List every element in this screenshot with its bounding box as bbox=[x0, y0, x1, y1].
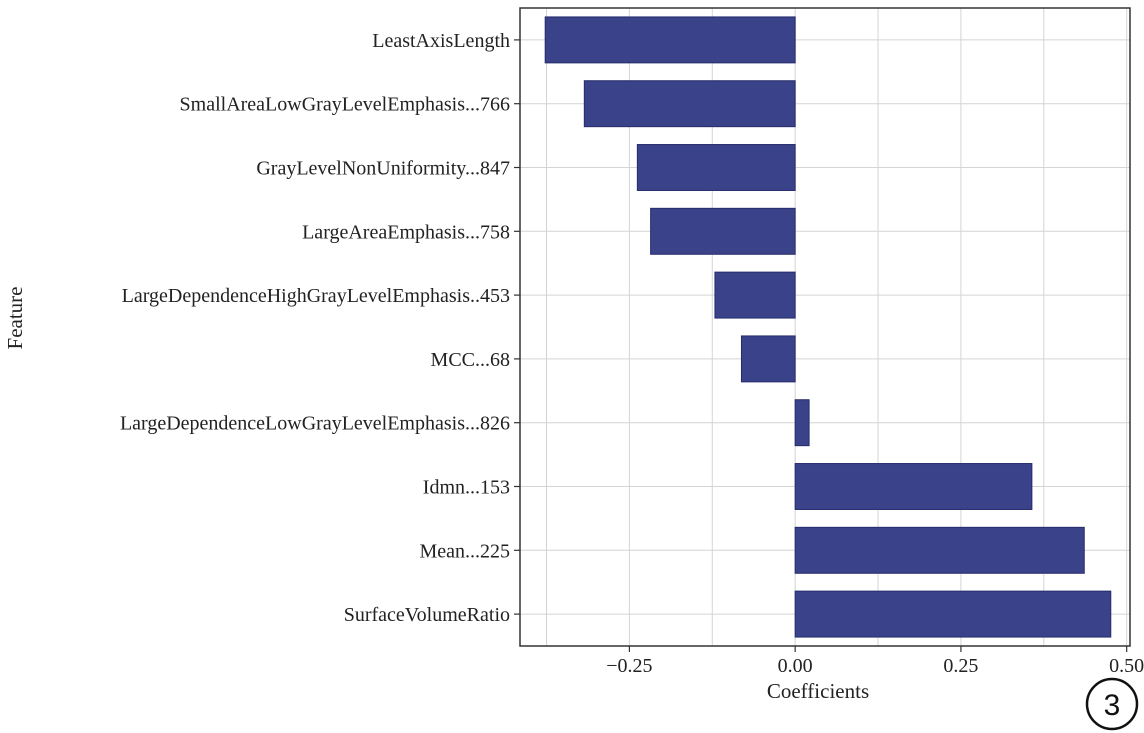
bar bbox=[544, 16, 796, 64]
plot-frame bbox=[519, 7, 1131, 647]
bar bbox=[794, 399, 810, 447]
badge-circle bbox=[1085, 677, 1139, 731]
bar bbox=[740, 335, 796, 383]
x-axis-title: Coefficients bbox=[767, 679, 869, 703]
panel-badge: 3 bbox=[1085, 677, 1139, 731]
y-tick-label: SmallAreaLowGrayLevelEmphasis...766 bbox=[180, 94, 510, 116]
bar bbox=[714, 271, 796, 319]
bar bbox=[650, 207, 796, 255]
y-tick-label: SurfaceVolumeRatio bbox=[344, 604, 510, 626]
y-tick-label: MCC...68 bbox=[431, 349, 510, 371]
y-tick-label: LargeDependenceHighGrayLevelEmphasis..45… bbox=[122, 285, 510, 307]
y-tick-label: Mean...225 bbox=[419, 540, 510, 562]
bar bbox=[794, 526, 1085, 574]
bars bbox=[544, 16, 1112, 638]
bar bbox=[583, 80, 796, 128]
x-tick-label: 0.50 bbox=[1109, 655, 1144, 677]
y-tick-label: LeastAxisLength bbox=[372, 30, 510, 52]
bar bbox=[794, 463, 1033, 510]
x-tick-label: 0.00 bbox=[778, 655, 813, 677]
y-tick-label: Idmn...153 bbox=[423, 477, 510, 499]
x-axis-ticks: −0.25 0.00 0.25 0.50 bbox=[606, 646, 1144, 677]
bar bbox=[794, 590, 1112, 638]
badge-label: 3 bbox=[1104, 689, 1121, 722]
x-tick-label: −0.25 bbox=[606, 655, 652, 677]
y-tick-label: GrayLevelNonUniformity...847 bbox=[256, 158, 510, 180]
y-axis-title: Feature bbox=[3, 287, 27, 350]
y-axis-ticks: LeastAxisLength SmallAreaLowGrayLevelEmph… bbox=[120, 30, 520, 626]
y-tick-label: LargeDependenceLowGrayLevelEmphasis...82… bbox=[120, 413, 510, 435]
x-tick-label: 0.25 bbox=[943, 655, 978, 677]
y-tick-label: LargeAreaEmphasis...758 bbox=[302, 221, 510, 243]
bar bbox=[636, 144, 796, 191]
